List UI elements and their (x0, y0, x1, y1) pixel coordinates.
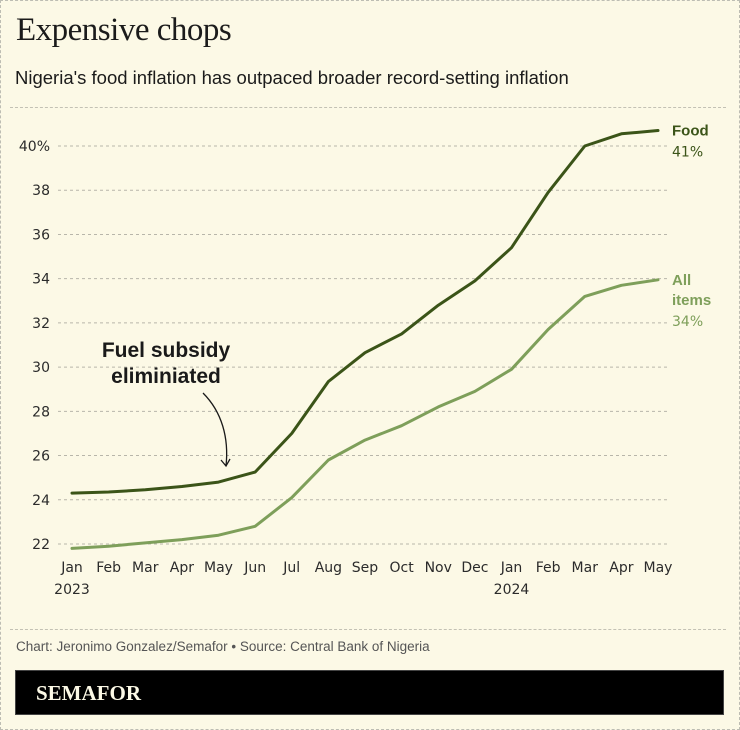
y-tick-label: 24 (32, 493, 50, 509)
x-tick-label: Jan (60, 560, 83, 576)
x-tick-label: Nov (425, 560, 452, 576)
x-tick-label: Jun (243, 560, 266, 576)
y-tick-label: 38 (32, 183, 50, 199)
annotation: Fuel subsidy eliminiated (102, 339, 231, 468)
series-end-labels: Food 41% All items 34% (672, 123, 711, 330)
x-tick-label: May (204, 560, 233, 576)
y-tick-label: 22 (32, 537, 50, 553)
chart-title: Expensive chops (16, 12, 232, 48)
x-year-label: 2023 (54, 582, 90, 598)
y-tick-label: 30 (32, 360, 50, 376)
semafor-logo: SEMAFOR (36, 681, 141, 705)
header-divider (10, 107, 726, 108)
x-tick-label: Dec (461, 560, 488, 576)
x-axis-ticks: Jan Feb Mar Apr May Jun Jul Aug Sep Oct Nov Dec Jan F… (54, 560, 672, 598)
annotation-text: eliminiated (111, 365, 221, 388)
series-value-label: 34% (672, 314, 703, 330)
x-tick-label: Mar (572, 560, 599, 576)
series-label-all-items: items (672, 292, 711, 309)
y-axis-ticks: 22 24 26 28 30 32 34 36 38 40% (19, 139, 50, 553)
series-line-food (70, 129, 660, 495)
source-credit: Chart: Jeronimo Gonzalez/Semafor • Sourc… (16, 639, 430, 654)
brand-bar: SEMAFOR (15, 670, 724, 715)
line-chart: 22 24 26 28 30 32 34 36 38 40% Jan Feb Mar Apr May Jun… (19, 123, 711, 598)
y-tick-label: 28 (32, 404, 50, 420)
y-tick-label: 26 (32, 449, 50, 465)
x-tick-label: Feb (536, 560, 561, 576)
x-year-label: 2024 (494, 582, 530, 598)
y-tick-label: 32 (32, 316, 50, 332)
x-tick-label: Mar (132, 560, 159, 576)
x-tick-label: Apr (609, 560, 633, 576)
series-value-label: 41% (672, 145, 703, 161)
series-lines (70, 129, 660, 550)
y-tick-label: 36 (32, 227, 50, 243)
footer-divider (10, 629, 726, 630)
x-tick-label: Jul (282, 560, 300, 576)
arrowhead-icon (220, 458, 231, 468)
x-tick-label: Sep (352, 560, 379, 576)
x-tick-label: Apr (170, 560, 194, 576)
series-label-food: Food (672, 123, 709, 140)
series-label-all-items: All (672, 272, 691, 289)
x-tick-label: Aug (315, 560, 342, 576)
chart-subtitle: Nigeria's food inflation has outpaced br… (15, 67, 569, 88)
y-tick-label: 34 (32, 272, 50, 288)
y-tick-label: 40% (19, 139, 50, 155)
x-tick-label: Oct (390, 560, 415, 576)
x-tick-label: May (644, 560, 673, 576)
annotation-arrow (202, 392, 228, 467)
series-line-all-items (70, 278, 660, 550)
x-tick-label: Feb (96, 560, 121, 576)
annotation-text: Fuel subsidy (102, 339, 231, 362)
x-tick-label: Jan (500, 560, 523, 576)
